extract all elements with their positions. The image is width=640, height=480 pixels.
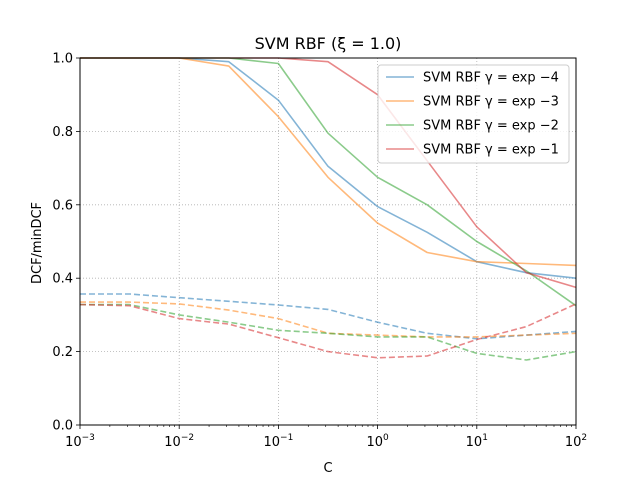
x-axis-label: C [323, 461, 332, 476]
y-tick-label: 0.0 [52, 419, 73, 434]
x-tick-label: 102 [565, 433, 587, 450]
y-tick-label: 1.0 [52, 52, 73, 67]
chart-title: SVM RBF (ξ = 1.0) [255, 34, 402, 53]
legend-box [377, 64, 570, 164]
legend-label: SVM RBF γ = exp −1 [423, 143, 559, 158]
y-axis-label: DCF/minDCF [30, 202, 45, 284]
y-axis-ticks: 0.0 0.2 0.4 0.6 0.8 1.0 [52, 52, 80, 434]
x-tick-label: 10−2 [164, 433, 194, 450]
x-axis-ticks: 10−3 10−2 10−1 100 101 102 [65, 425, 587, 450]
y-tick-label: 0.4 [52, 272, 73, 287]
dashed-series-line-5 [80, 301, 577, 338]
dashed-series-line-6 [80, 303, 577, 361]
legend-label: SVM RBF γ = exp −2 [423, 119, 559, 134]
dashed-series-line-4 [80, 293, 577, 340]
y-tick-label: 0.2 [52, 345, 73, 360]
legend-label: SVM RBF γ = exp −4 [423, 71, 559, 86]
plot-frame [79, 57, 577, 426]
legend: SVM RBF γ = exp −4 SVM RBF γ = exp −3 SVM … [377, 64, 570, 164]
x-tick-label: 10−3 [65, 433, 95, 450]
legend-label: SVM RBF γ = exp −3 [423, 95, 559, 110]
x-tick-label: 100 [366, 433, 389, 450]
y-tick-label: 0.8 [52, 125, 73, 140]
y-tick-label: 0.6 [52, 198, 73, 213]
dashed-series-line-7 [79, 303, 577, 359]
x-tick-label: 101 [466, 433, 488, 450]
x-tick-label: 10−1 [263, 433, 293, 450]
